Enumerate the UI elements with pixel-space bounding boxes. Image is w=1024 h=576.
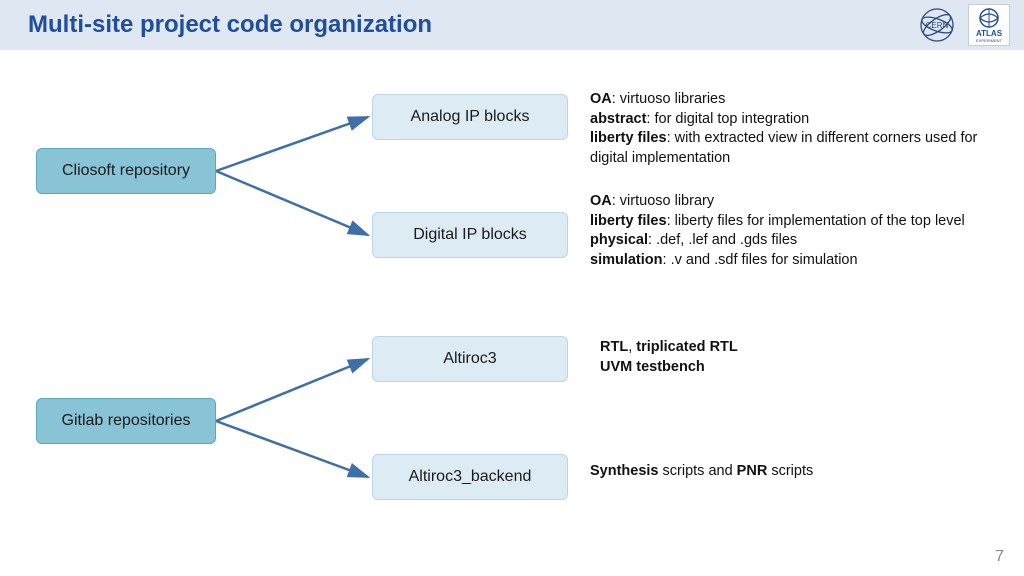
slide: Multi-site project code organization CER… — [0, 0, 1024, 576]
node-gitlab: Gitlab repositories — [36, 398, 216, 444]
cern-logo-icon: CERN — [916, 4, 958, 46]
slide-header: Multi-site project code organization CER… — [0, 0, 1024, 50]
desc-altiroc3: RTL, triplicated RTLUVM testbench — [600, 338, 1000, 377]
node-altiroc3_back: Altiroc3_backend — [372, 454, 568, 500]
atlas-subtext: EXPERIMENT — [976, 38, 1002, 43]
desc-altiroc3_back: Synthesis scripts and PNR scripts — [590, 462, 990, 482]
desc-digital: OA: virtuoso libraryliberty files: liber… — [590, 192, 990, 270]
logo-group: CERN ATLAS EXPERIMENT — [916, 4, 1010, 46]
svg-text:CERN: CERN — [926, 21, 949, 30]
atlas-text: ATLAS — [976, 29, 1002, 38]
edge-gitlab-altiroc3_back — [216, 421, 368, 477]
edge-cliosoft-digital — [216, 171, 368, 235]
node-cliosoft: Cliosoft repository — [36, 148, 216, 194]
edge-cliosoft-analog — [216, 117, 368, 171]
slide-title: Multi-site project code organization — [28, 11, 432, 39]
page-number: 7 — [995, 548, 1004, 566]
node-altiroc3: Altiroc3 — [372, 336, 568, 382]
desc-analog: OA: virtuoso librariesabstract: for digi… — [590, 90, 990, 168]
edge-gitlab-altiroc3 — [216, 359, 368, 421]
atlas-logo-icon: ATLAS EXPERIMENT — [968, 4, 1010, 46]
node-analog: Analog IP blocks — [372, 94, 568, 140]
node-digital: Digital IP blocks — [372, 212, 568, 258]
